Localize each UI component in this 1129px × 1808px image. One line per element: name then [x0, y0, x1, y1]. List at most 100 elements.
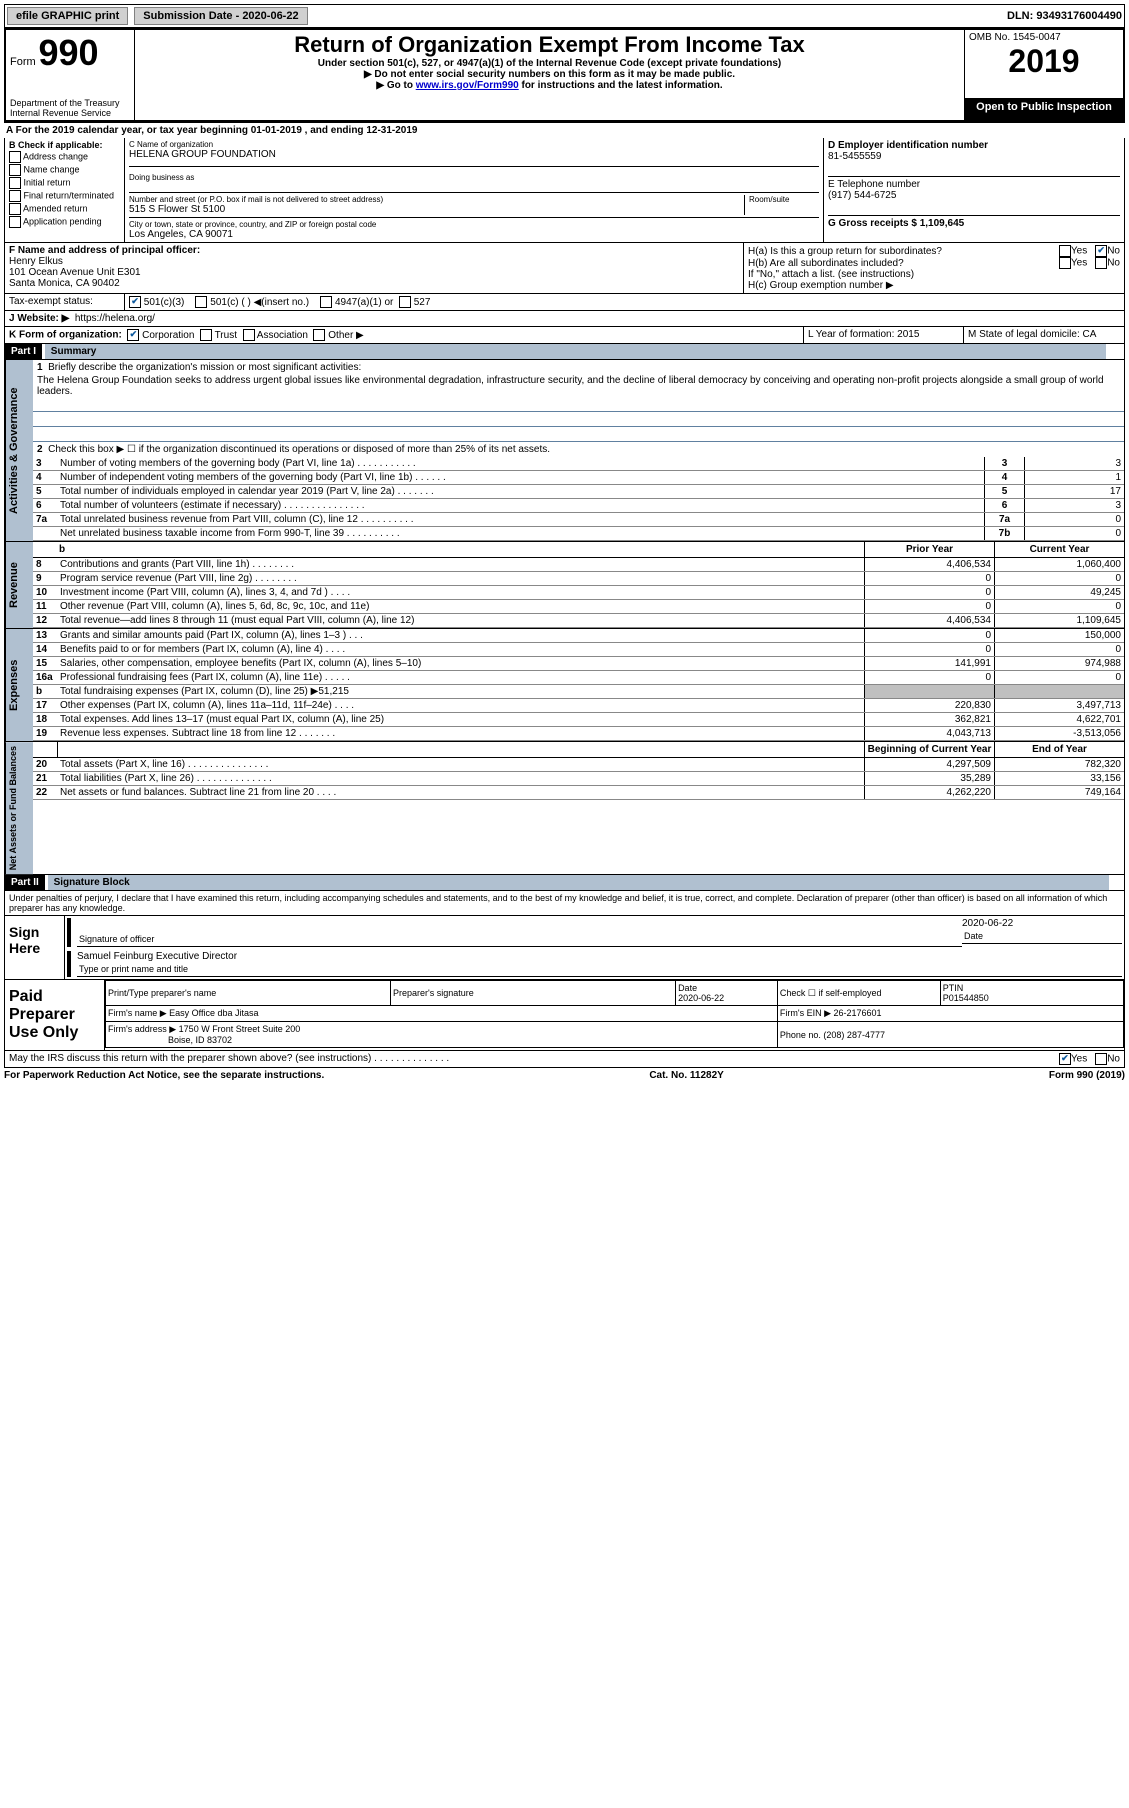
org-name: HELENA GROUP FOUNDATION: [129, 149, 819, 160]
efile-button[interactable]: efile GRAPHIC print: [7, 7, 128, 25]
section-a: A For the 2019 calendar year, or tax yea…: [4, 122, 1125, 138]
section-l: L Year of formation: 2015: [804, 327, 964, 343]
chk-address-change[interactable]: Address change: [9, 151, 120, 163]
part2-header: Part II Signature Block: [4, 875, 1125, 891]
street-address: 515 S Flower St 5100: [129, 204, 744, 215]
fin-line: bTotal fundraising expenses (Part IX, co…: [33, 685, 1124, 699]
ein-value: 81-5455559: [828, 151, 1120, 162]
form-subtitle-2: ▶ Do not enter social security numbers o…: [139, 69, 960, 80]
chk-other[interactable]: Other ▶: [313, 330, 363, 341]
fin-line: 18Total expenses. Add lines 13–17 (must …: [33, 713, 1124, 727]
section-f: F Name and address of principal officer:…: [5, 243, 744, 293]
chk-amended-return[interactable]: Amended return: [9, 203, 120, 215]
paperwork-notice: For Paperwork Reduction Act Notice, see …: [4, 1070, 324, 1081]
city-state-zip: Los Angeles, CA 90071: [129, 229, 819, 240]
fin-line: 11Other revenue (Part VIII, column (A), …: [33, 600, 1124, 614]
summary-line: 3Number of voting members of the governi…: [33, 457, 1124, 471]
chk-initial-return[interactable]: Initial return: [9, 177, 120, 189]
fin-line: 8Contributions and grants (Part VIII, li…: [33, 558, 1124, 572]
chk-501c[interactable]: 501(c) ( ) ◀(insert no.): [195, 297, 309, 308]
chk-assoc[interactable]: Association: [243, 330, 308, 341]
fin-line: 15Salaries, other compensation, employee…: [33, 657, 1124, 671]
fin-line: 20Total assets (Part X, line 16) . . . .…: [33, 758, 1124, 772]
sign-date: 2020-06-22: [962, 918, 1122, 929]
side-label-ag: Activities & Governance: [5, 360, 33, 541]
self-employed-check[interactable]: Check ☐ if self-employed: [777, 981, 940, 1006]
section-fh: F Name and address of principal officer:…: [4, 243, 1125, 294]
summary-line: 6Total number of volunteers (estimate if…: [33, 499, 1124, 513]
fin-line: 22Net assets or fund balances. Subtract …: [33, 786, 1124, 800]
preparer-table: Print/Type preparer's name Preparer's si…: [105, 980, 1124, 1048]
form-footer: Form 990 (2019): [1049, 1070, 1125, 1081]
chk-name-change[interactable]: Name change: [9, 164, 120, 176]
omb-year-cell: OMB No. 1545-0047 2019: [965, 29, 1125, 98]
mission-text: The Helena Group Foundation seeks to add…: [33, 375, 1124, 397]
header-center: Return of Organization Exempt From Incom…: [135, 29, 965, 121]
form-number: 990: [38, 32, 98, 73]
chk-application-pending[interactable]: Application pending: [9, 216, 120, 228]
section-k: K Form of organization: Corporation Trus…: [5, 327, 804, 343]
hb-yes[interactable]: Yes: [1059, 257, 1087, 269]
sign-block: Sign Here Signature of officer 2020-06-2…: [4, 916, 1125, 980]
section-m: M State of legal domicile: CA: [964, 327, 1124, 343]
section-i: Tax-exempt status: 501(c)(3) 501(c) ( ) …: [4, 294, 1125, 311]
form-id-cell: Form 990 Department of the Treasury Inte…: [5, 29, 135, 121]
fin-line: 16aProfessional fundraising fees (Part I…: [33, 671, 1124, 685]
section-deg: D Employer identification number 81-5455…: [824, 138, 1124, 242]
chk-4947[interactable]: 4947(a)(1) or: [320, 297, 393, 308]
section-klm: K Form of organization: Corporation Trus…: [4, 327, 1125, 344]
submission-date-button[interactable]: Submission Date - 2020-06-22: [134, 7, 307, 25]
fin-header-row: b Prior Year Current Year: [33, 542, 1124, 558]
chk-501c3[interactable]: 501(c)(3): [129, 297, 184, 308]
discuss-no[interactable]: No: [1095, 1053, 1120, 1065]
section-bcdeg: B Check if applicable: Address change Na…: [4, 138, 1125, 243]
hb-no[interactable]: No: [1095, 257, 1120, 269]
chk-corp[interactable]: Corporation: [127, 330, 194, 341]
fin-revenue: Revenue b Prior Year Current Year 8Contr…: [4, 542, 1125, 629]
form990-link[interactable]: www.irs.gov/Form990: [416, 80, 519, 91]
fin-line: 14Benefits paid to or for members (Part …: [33, 643, 1124, 657]
ha-no[interactable]: No: [1095, 245, 1120, 257]
firm-name: Easy Office dba Jitasa: [169, 1008, 258, 1018]
top-bar: efile GRAPHIC print Submission Date - 20…: [4, 4, 1125, 28]
summary-line: 7aTotal unrelated business revenue from …: [33, 513, 1124, 527]
prep-date: 2020-06-22: [678, 993, 724, 1003]
telephone: (917) 544-6725: [828, 190, 1120, 201]
sign-name: Samuel Feinburg Executive Director: [77, 951, 1122, 962]
irs-label: Internal Revenue Service: [10, 108, 130, 118]
fin-line: 21Total liabilities (Part X, line 26) . …: [33, 772, 1124, 786]
form-word: Form: [10, 56, 36, 68]
chk-trust[interactable]: Trust: [200, 330, 237, 341]
website-url: https://helena.org/: [75, 313, 155, 324]
gross-receipts: G Gross receipts $ 1,109,645: [828, 218, 1120, 229]
preparer-block: Paid Preparer Use Only Print/Type prepar…: [4, 980, 1125, 1051]
chk-527[interactable]: 527: [399, 297, 430, 308]
officer-addr1: 101 Ocean Avenue Unit E301: [9, 267, 739, 278]
footer-bar: For Paperwork Reduction Act Notice, see …: [4, 1068, 1125, 1081]
open-public-badge: Open to Public Inspection: [965, 98, 1125, 121]
section-j: J Website: ▶ https://helena.org/: [4, 311, 1125, 327]
fin-line: 9Program service revenue (Part VIII, lin…: [33, 572, 1124, 586]
discuss-yes[interactable]: Yes: [1059, 1053, 1087, 1065]
section-b: B Check if applicable: Address change Na…: [5, 138, 125, 242]
fin-netassets: Net Assets or Fund Balances Beginning of…: [4, 742, 1125, 875]
summary-line: 4Number of independent voting members of…: [33, 471, 1124, 485]
ptin: P01544850: [943, 993, 989, 1003]
dept-treasury: Department of the Treasury: [10, 98, 130, 108]
declaration: Under penalties of perjury, I declare th…: [4, 891, 1125, 916]
firm-addr: 1750 W Front Street Suite 200: [179, 1024, 301, 1034]
cat-number: Cat. No. 11282Y: [649, 1070, 723, 1081]
fin-line: 12Total revenue—add lines 8 through 11 (…: [33, 614, 1124, 628]
fin-expenses: Expenses 13Grants and similar amounts pa…: [4, 629, 1125, 742]
na-header-row: Beginning of Current Year End of Year: [33, 742, 1124, 758]
chk-final-return[interactable]: Final return/terminated: [9, 190, 120, 202]
summary-line: 5Total number of individuals employed in…: [33, 485, 1124, 499]
ha-yes[interactable]: Yes: [1059, 245, 1087, 257]
summary-line: Net unrelated business taxable income fr…: [33, 527, 1124, 541]
form-subtitle-1: Under section 501(c), 527, or 4947(a)(1)…: [139, 58, 960, 69]
activities-governance: Activities & Governance 1 Briefly descri…: [4, 360, 1125, 542]
fin-line: 17Other expenses (Part IX, column (A), l…: [33, 699, 1124, 713]
discuss-line: May the IRS discuss this return with the…: [4, 1051, 1125, 1068]
firm-phone: (208) 287-4777: [823, 1030, 885, 1040]
section-c: C Name of organization HELENA GROUP FOUN…: [125, 138, 824, 242]
